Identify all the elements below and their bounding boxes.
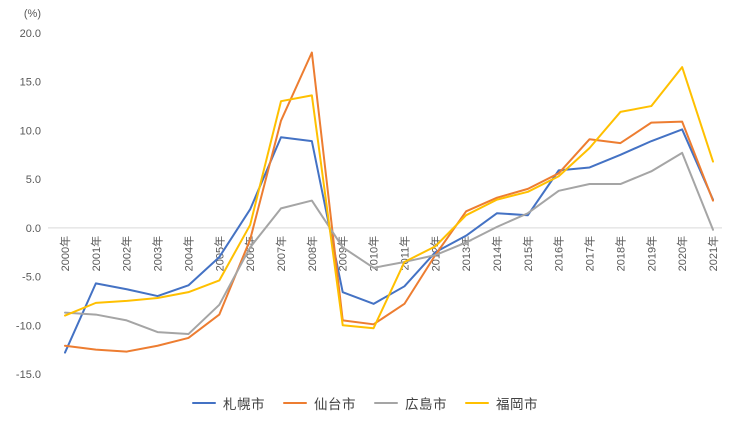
series-line [64, 151, 714, 336]
legend-swatch-line [192, 401, 216, 405]
legend-swatch-line [465, 401, 489, 405]
legend-swatch-line [283, 401, 307, 405]
x-axis-tick-label: 2016年 [552, 236, 566, 271]
x-axis-tick-label: 2001年 [89, 236, 103, 271]
y-axis-tick-label: 15.0 [20, 77, 41, 89]
legend-label: 広島市 [405, 397, 447, 412]
x-axis-tick-label: 2003年 [151, 236, 165, 271]
legend-label: 仙台市 [314, 397, 356, 412]
legend-label: 福岡市 [496, 397, 538, 412]
x-axis-tick-label: 2008年 [305, 236, 319, 271]
x-axis-tick-label: 2005年 [212, 236, 226, 271]
x-axis-tick-label: 2013年 [459, 236, 473, 271]
y-axis-tick-label: 20.0 [20, 28, 41, 40]
series-lines [64, 51, 714, 354]
legend-item: 仙台市 [283, 393, 356, 413]
legend-item: 広島市 [374, 393, 447, 413]
y-axis-tick-label: -15.0 [16, 369, 41, 381]
series-line [64, 66, 714, 330]
y-axis-tick-label: -10.0 [16, 320, 41, 332]
x-axis-tick-labels: 2000年 2001年 2002年 2003年 2004年 2005年 2006年 2007年… [58, 236, 720, 271]
legend: 札幌市 仙台市 広島市 福岡市 [0, 391, 730, 415]
y-axis-tick-label: 0.0 [26, 223, 41, 235]
x-axis-tick-label: 2007年 [274, 236, 288, 271]
x-axis-tick-label: 2014年 [490, 236, 504, 271]
legend-item: 札幌市 [192, 393, 265, 413]
y-axis-tick-label: -5.0 [22, 272, 41, 284]
x-axis-tick-label: 2011年 [397, 236, 411, 271]
y-axis-unit-label: (%) [24, 8, 41, 20]
x-axis-tick-label: 2020年 [675, 236, 689, 271]
x-axis-tick-label: 2009年 [336, 236, 350, 271]
y-axis-tick-labels: 20.0 15.0 10.0 5.0 0.0 -5.0 -10.0 -15.0 [16, 28, 41, 381]
x-axis-tick-label: 2000年 [58, 236, 72, 271]
series-line [64, 51, 714, 353]
x-axis-tick-label: 2006年 [243, 236, 257, 271]
x-axis-tick-label: 2010年 [367, 236, 381, 271]
y-axis-tick-label: 10.0 [20, 125, 41, 137]
legend-swatch-line [374, 401, 398, 405]
x-axis-tick-label: 2018年 [613, 236, 627, 271]
x-axis-tick-label: 2015年 [521, 236, 535, 271]
x-axis-tick-label: 2017年 [583, 236, 597, 271]
x-axis-tick-label: 2019年 [644, 236, 658, 271]
legend-item: 福岡市 [465, 393, 538, 413]
x-axis-tick-label: 2002年 [120, 236, 134, 271]
y-axis-tick-label: 5.0 [26, 174, 41, 186]
x-axis-tick-label: 2021年 [706, 236, 720, 271]
x-axis-tick-label: 2004年 [181, 236, 195, 271]
legend-label: 札幌市 [223, 397, 265, 412]
